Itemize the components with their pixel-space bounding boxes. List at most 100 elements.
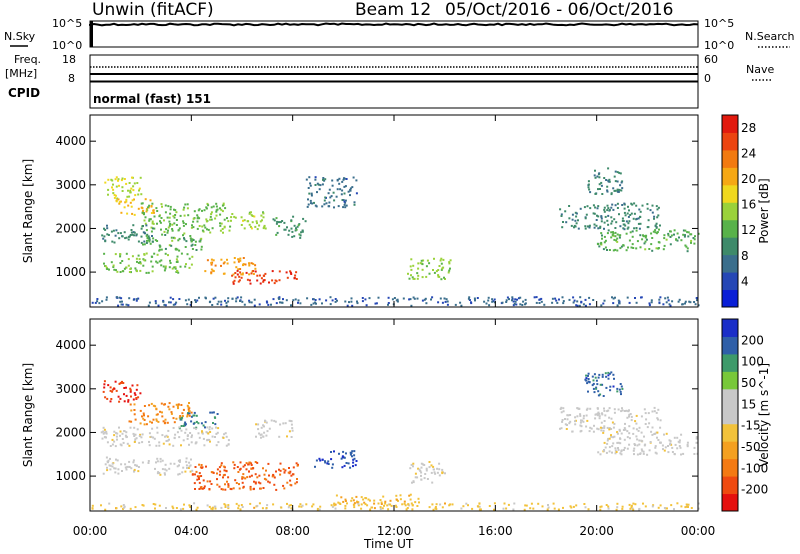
- echo-cell: [583, 503, 586, 505]
- echo-cell: [657, 214, 660, 217]
- echo-cell: [315, 459, 318, 462]
- echo-cell: [341, 189, 344, 192]
- echo-cell: [212, 269, 215, 272]
- echo-cell: [579, 414, 582, 417]
- echo-cell: [537, 502, 540, 505]
- echo-cell: [170, 236, 173, 239]
- echo-cell: [195, 414, 198, 417]
- echo-cell: [133, 435, 136, 437]
- echo-cell: [628, 415, 630, 418]
- echo-cell: [123, 430, 126, 432]
- echo-cell: [633, 202, 636, 205]
- echo-cell: [205, 220, 208, 223]
- echo-cell: [114, 471, 117, 474]
- echo-cell: [553, 507, 556, 510]
- echo-cell: [132, 432, 135, 435]
- echo-cell: [368, 297, 371, 300]
- echo-cell: [168, 443, 171, 446]
- echo-cell: [106, 268, 109, 270]
- echo-cell: [195, 249, 198, 251]
- echo-region: [559, 406, 662, 435]
- echo-cell: [105, 296, 108, 299]
- echo-cell: [134, 506, 137, 509]
- x-tick-label: 12:00: [377, 524, 412, 538]
- echo-cell: [630, 504, 633, 507]
- echo-cell: [316, 507, 319, 510]
- echo-cell: [119, 255, 122, 258]
- echo-cell: [304, 220, 307, 223]
- echo-cell: [150, 212, 153, 214]
- freq-tick-high: 18: [62, 53, 76, 66]
- echo-region: [305, 176, 358, 209]
- echo-cell: [437, 274, 440, 277]
- echo-cell: [579, 413, 582, 416]
- echo-cell: [250, 227, 253, 230]
- echo-cell: [174, 303, 177, 306]
- echo-cell: [561, 420, 564, 423]
- echo-cell: [121, 432, 124, 435]
- echo-cell: [687, 506, 689, 508]
- echo-cell: [621, 507, 624, 510]
- echo-cell: [151, 235, 153, 237]
- echo-cell: [625, 220, 628, 223]
- echo-cell: [425, 302, 428, 305]
- echo-cell: [623, 438, 626, 441]
- echo-cell: [237, 507, 240, 510]
- echo-cell: [102, 390, 105, 393]
- echo-cell: [125, 394, 128, 397]
- echo-cell: [600, 184, 603, 187]
- echo-cell: [246, 278, 249, 281]
- echo-cell: [150, 230, 153, 233]
- echo-cell: [262, 435, 265, 438]
- echo-cell: [176, 465, 179, 468]
- echo-cell: [613, 422, 616, 425]
- echo-cell: [163, 219, 165, 222]
- echo-cell: [169, 205, 172, 208]
- echo-cell: [607, 207, 610, 210]
- echo-cell: [129, 389, 132, 392]
- echo-cell: [444, 472, 446, 475]
- echo-cell: [205, 218, 208, 221]
- echo-cell: [682, 229, 685, 232]
- echo-cell: [633, 447, 636, 450]
- echo-cell: [201, 225, 204, 228]
- echo-cell: [596, 175, 599, 178]
- echo-cell: [493, 298, 496, 301]
- echo-cell: [163, 303, 166, 306]
- echo-cell: [298, 505, 301, 508]
- echo-cell: [658, 301, 661, 304]
- echo-cell: [186, 434, 189, 437]
- echo-cell: [351, 450, 354, 453]
- echo-cell: [571, 218, 574, 221]
- echo-cell: [157, 420, 160, 423]
- echo-cell: [591, 384, 594, 387]
- echo-cell: [661, 444, 664, 447]
- echo-cell: [200, 464, 203, 466]
- echo-cell: [115, 458, 117, 461]
- echo-cell: [244, 263, 247, 266]
- echo-cell: [599, 242, 602, 245]
- echo-cell: [204, 421, 207, 424]
- echo-cell: [198, 463, 201, 466]
- echo-cell: [310, 194, 313, 197]
- echo-cell: [614, 189, 617, 192]
- echo-cell: [253, 506, 256, 509]
- echo-cell: [126, 195, 129, 198]
- echo-cell: [194, 240, 197, 243]
- echo-cell: [260, 277, 263, 280]
- echo-cell: [113, 440, 116, 443]
- echo-cell: [154, 507, 156, 510]
- echo-cell: [148, 218, 151, 221]
- echo-cell: [514, 300, 517, 303]
- echo-cell: [116, 438, 118, 441]
- echo-cell: [334, 300, 337, 303]
- echo-cell: [137, 261, 140, 264]
- echo-cell: [226, 262, 229, 265]
- echo-cell: [218, 473, 221, 476]
- echo-cell: [627, 205, 629, 208]
- colorbar-tick-label: 100: [741, 355, 764, 369]
- echo-cell: [397, 499, 399, 502]
- echo-cell: [150, 402, 153, 405]
- echo-cell: [224, 488, 227, 491]
- echo-cell: [657, 439, 660, 441]
